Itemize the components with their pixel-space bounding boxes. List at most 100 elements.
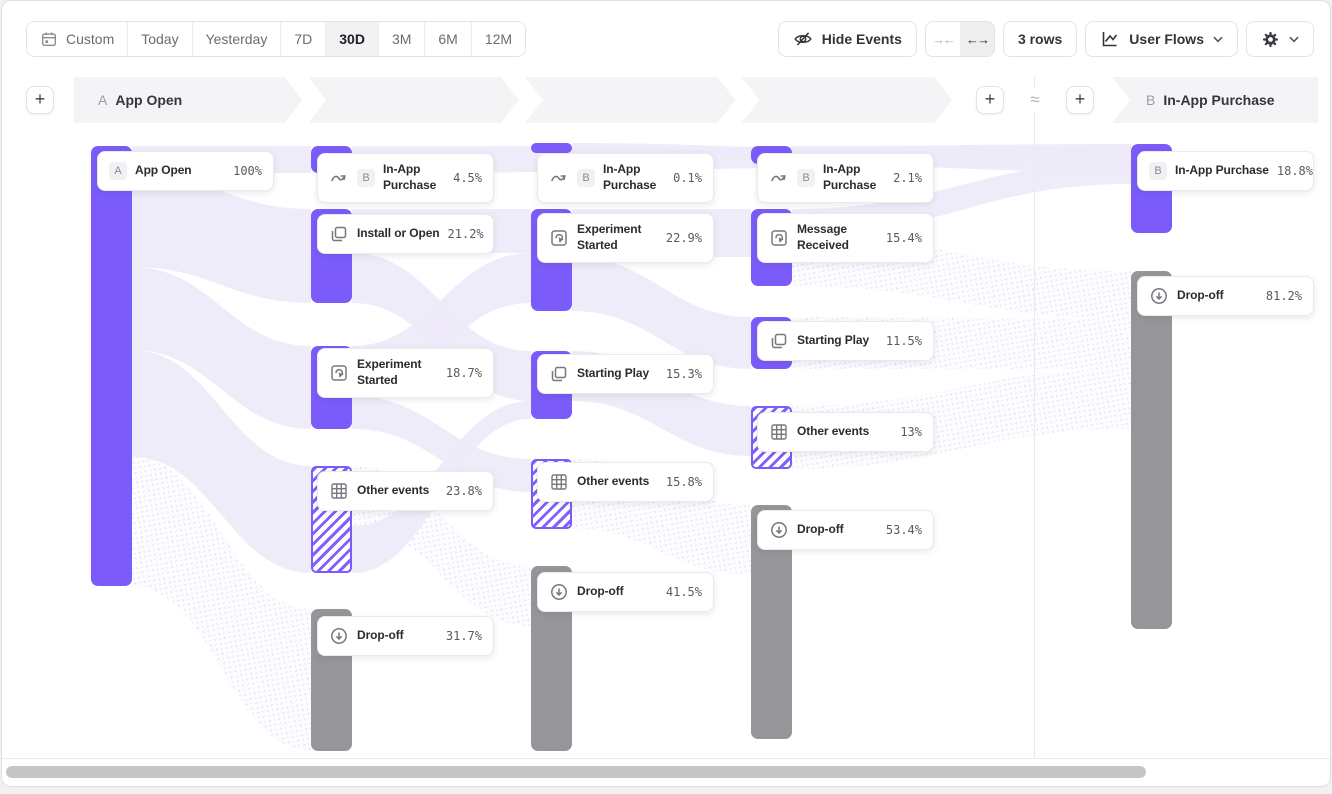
flow-link	[132, 350, 311, 573]
step-segment	[741, 77, 952, 123]
date-range-custom[interactable]: Custom	[27, 22, 128, 56]
section-divider	[1034, 77, 1035, 758]
flow-node-label: Drop-off	[797, 522, 844, 537]
flow-node-card-drop-off[interactable]: Drop-off 31.7%	[317, 616, 494, 656]
chevron-down-icon	[1289, 36, 1299, 43]
grid-icon	[549, 472, 569, 492]
start-event-label: A App Open	[98, 92, 183, 108]
flow-arrow-icon	[549, 168, 569, 188]
date-range-yesterday[interactable]: Yesterday	[191, 22, 281, 56]
step-segment	[525, 77, 736, 123]
flow-node-label: Other events	[797, 424, 870, 439]
flow-link	[132, 173, 311, 303]
flow-node-card-starting-play[interactable]: Starting Play 11.5%	[757, 321, 934, 361]
flow-node-label: Drop-off	[577, 584, 624, 599]
flow-node-percentage: 11.5%	[885, 334, 922, 348]
expand-columns-icon[interactable]: ←→	[959, 22, 994, 56]
date-range-label: 12M	[484, 31, 513, 47]
hide-events-label: Hide Events	[821, 31, 902, 47]
flow-node-card-other-events[interactable]: Other events 23.8%	[317, 471, 494, 511]
flow-node-percentage: 18.7%	[445, 366, 482, 380]
date-range-30d[interactable]: 30D	[325, 22, 378, 56]
date-range-label: Yesterday	[205, 31, 268, 47]
flow-bar-app-open[interactable]	[91, 146, 132, 586]
flow-node-percentage: 15.4%	[885, 231, 922, 245]
flow-node-card-in-app-purchase[interactable]: B In-App Purchase 18.8%	[1137, 151, 1314, 191]
calendar-icon	[40, 30, 58, 48]
flow-node-label: Other events	[577, 474, 650, 489]
chevron-down-icon	[1213, 36, 1223, 43]
flow-node-percentage: 15.8%	[665, 475, 702, 489]
date-range-label: 30D	[339, 31, 365, 47]
flow-node-percentage: 22.9%	[665, 231, 702, 245]
flow-node-label: Drop-off	[1177, 288, 1224, 303]
flow-node-label: In-App Purchase	[383, 162, 437, 192]
event-badge-b: B	[1149, 162, 1167, 180]
flow-node-card-app-open[interactable]: A App Open 100%	[97, 151, 274, 191]
flow-node-label: In-App Purchase	[603, 162, 657, 192]
flow-node-card-other-events[interactable]: Other events 15.8%	[537, 462, 714, 502]
arrow-down-circle-icon	[549, 582, 569, 602]
collapse-expand-toggle: →← ←→	[924, 21, 995, 57]
add-step-left-button[interactable]: +	[26, 86, 54, 114]
horizontal-scrollbar[interactable]	[6, 766, 1146, 778]
flow-node-label: Starting Play	[577, 366, 650, 381]
squares-icon	[549, 364, 569, 384]
canvas-bottom-border	[2, 758, 1330, 759]
flow-node-percentage: 15.3%	[665, 367, 702, 381]
flow-node-card-drop-off[interactable]: Drop-off 81.2%	[1137, 276, 1314, 316]
collapse-columns-icon[interactable]: →←	[931, 31, 956, 47]
flow-node-card-message-received[interactable]: Message Received 15.4%	[757, 213, 934, 263]
flow-link	[132, 457, 311, 751]
date-range-today[interactable]: Today	[127, 22, 192, 56]
flow-node-percentage: 100%	[233, 164, 262, 178]
flow-node-card-other-events[interactable]: Other events 13%	[757, 412, 934, 452]
add-step-middle-button[interactable]: +	[976, 86, 1004, 114]
flow-node-card-experiment-started[interactable]: Experiment Started 22.9%	[537, 213, 714, 263]
date-range-label: 3M	[391, 31, 412, 47]
flow-node-label: App Open	[135, 163, 192, 178]
date-range-6m[interactable]: 6M	[424, 22, 471, 56]
date-range-7d[interactable]: 7D	[280, 22, 326, 56]
view-selector-dropdown[interactable]: User Flows	[1085, 21, 1238, 57]
hide-events-button[interactable]: Hide Events	[777, 21, 917, 57]
flow-node-percentage: 2.1%	[893, 171, 922, 185]
step-segment-start[interactable]: A App Open	[74, 77, 302, 123]
flow-link	[352, 396, 531, 492]
flow-node-card-starting-play[interactable]: Starting Play 15.3%	[537, 354, 714, 394]
flow-node-percentage: 41.5%	[665, 585, 702, 599]
flow-node-label: Experiment Started	[577, 222, 642, 252]
flow-node-label: Drop-off	[357, 628, 404, 643]
grid-icon	[329, 481, 349, 501]
flow-node-card-install-or-open[interactable]: Install or Open 21.2%	[317, 214, 494, 254]
rows-button[interactable]: 3 rows	[1002, 21, 1078, 57]
date-range-label: Today	[141, 31, 179, 47]
flow-bar-drop-off[interactable]	[1131, 271, 1172, 629]
flow-node-card-in-app-purchase[interactable]: B In-App Purchase 4.5%	[317, 153, 494, 203]
flow-node-card-in-app-purchase[interactable]: B In-App Purchase 0.1%	[537, 153, 714, 203]
flow-node-card-in-app-purchase[interactable]: B In-App Purchase 2.1%	[757, 153, 934, 203]
flow-bar-in-app-purchase[interactable]	[531, 143, 572, 153]
gear-icon	[1262, 31, 1279, 47]
eye-off-icon	[794, 32, 812, 46]
flow-node-card-drop-off[interactable]: Drop-off 53.4%	[757, 510, 934, 550]
add-step-right-button[interactable]: +	[1066, 86, 1094, 114]
flow-node-percentage: 4.5%	[453, 171, 482, 185]
flow-chart-icon	[1102, 32, 1118, 47]
flow-node-percentage: 53.4%	[885, 523, 922, 537]
cursor-box-icon	[549, 228, 569, 248]
date-range-12m[interactable]: 12M	[470, 22, 526, 56]
end-step-band[interactable]: B In-App Purchase	[1112, 77, 1318, 123]
settings-dropdown[interactable]	[1246, 21, 1314, 57]
flow-node-percentage: 23.8%	[445, 484, 482, 498]
flow-arrow-icon	[769, 168, 789, 188]
flow-node-card-experiment-started[interactable]: Experiment Started 18.7%	[317, 348, 494, 398]
event-badge-b: B	[577, 169, 595, 187]
flow-node-card-drop-off[interactable]: Drop-off 41.5%	[537, 572, 714, 612]
date-range-3m[interactable]: 3M	[377, 22, 425, 56]
arrow-down-circle-icon	[1149, 286, 1169, 306]
arrow-down-circle-icon	[329, 626, 349, 646]
squares-icon	[329, 224, 349, 244]
end-event-prefix: B	[1146, 92, 1156, 108]
flow-node-percentage: 81.2%	[1265, 289, 1302, 303]
